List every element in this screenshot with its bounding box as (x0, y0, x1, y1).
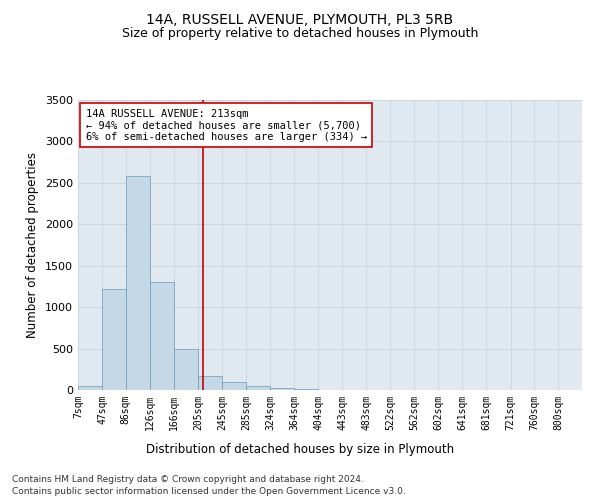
Bar (247, 386, 270, 390)
Text: Size of property relative to detached houses in Plymouth: Size of property relative to detached ho… (122, 28, 478, 40)
Text: Contains public sector information licensed under the Open Government Licence v3: Contains public sector information licen… (12, 488, 406, 496)
Bar (78, 386, 102, 390)
Text: 14A RUSSELL AVENUE: 213sqm
← 94% of detached houses are smaller (5,700)
6% of se: 14A RUSSELL AVENUE: 213sqm ← 94% of deta… (86, 108, 367, 142)
Bar (270, 388, 294, 390)
Bar (222, 382, 247, 390)
Text: 14A, RUSSELL AVENUE, PLYMOUTH, PL3 5RB: 14A, RUSSELL AVENUE, PLYMOUTH, PL3 5RB (146, 12, 454, 26)
Bar (126, 176, 150, 390)
Bar (102, 289, 126, 390)
Text: Distribution of detached houses by size in Plymouth: Distribution of detached houses by size … (146, 442, 454, 456)
Bar (198, 376, 222, 390)
Bar (294, 389, 319, 390)
Y-axis label: Number of detached properties: Number of detached properties (26, 152, 40, 338)
Text: Contains HM Land Registry data © Crown copyright and database right 2024.: Contains HM Land Registry data © Crown c… (12, 475, 364, 484)
Bar (175, 348, 198, 390)
Bar (150, 282, 175, 390)
